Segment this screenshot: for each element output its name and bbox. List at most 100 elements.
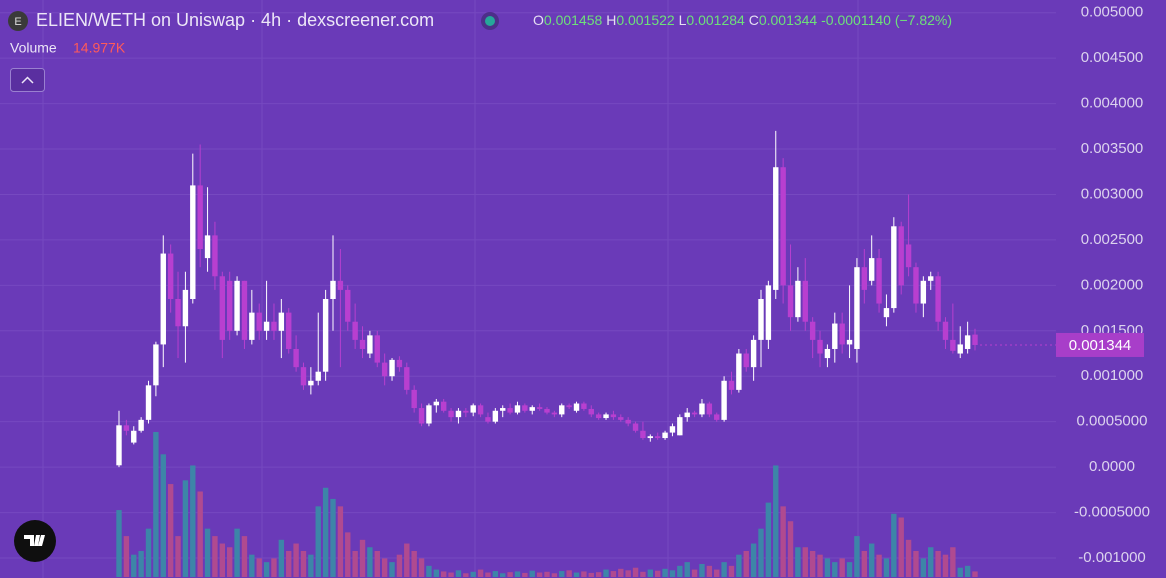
volume-title: Volume (10, 40, 57, 56)
candle-body (433, 401, 440, 406)
candle-body (536, 407, 543, 409)
candle-body (352, 321, 358, 340)
volume-bar (190, 465, 196, 577)
logo-mark (24, 535, 45, 546)
candle-body (286, 312, 292, 349)
candle-body (308, 380, 314, 386)
volume-bar (714, 569, 720, 577)
ohlc-value: 0.001284 (686, 12, 745, 28)
candle-body (654, 436, 661, 439)
volume-bar (271, 558, 277, 577)
candle-body (559, 405, 565, 415)
volume-bar (632, 567, 639, 577)
volume-bar (581, 571, 587, 577)
volume-bar (780, 506, 786, 577)
y-tick-label: -0.001000 (1078, 549, 1146, 566)
candle-body (787, 285, 794, 318)
ohlc-label: H (606, 12, 616, 28)
ohlc-label: L (679, 12, 687, 28)
volume-bar (322, 487, 329, 577)
candle-body (263, 321, 270, 331)
candle-body (780, 167, 786, 286)
candle-body (728, 380, 735, 390)
candle-body (817, 339, 823, 354)
volume-bar (315, 506, 321, 577)
candle-body (411, 389, 417, 409)
collapse-button[interactable] (10, 68, 45, 92)
candle-body (131, 430, 137, 443)
volume-bar (972, 571, 978, 577)
candle-body (241, 280, 248, 340)
volume-bar (175, 536, 181, 577)
candle-body (182, 289, 189, 327)
candle-body (714, 414, 720, 420)
candle-body (765, 285, 772, 340)
volume-bar (204, 528, 211, 577)
y-tick-label: 0.004000 (1081, 95, 1144, 112)
volume-bar (854, 536, 860, 577)
volume-bar (603, 569, 609, 577)
candle-body (773, 167, 779, 290)
y-tick-label: 0.005000 (1081, 4, 1144, 21)
candle-body (854, 267, 860, 349)
candle-body (957, 344, 963, 354)
collapse-button-box[interactable] (10, 68, 45, 92)
ohlc-legend: O0.001458 H0.001522 L0.001284 C0.001344 … (533, 12, 952, 28)
tradingview-logo[interactable] (14, 520, 56, 562)
volume-bar (123, 536, 130, 577)
volume-bar (654, 570, 661, 577)
volume-bar (345, 532, 351, 577)
candle-body (448, 410, 454, 418)
candle-body (846, 339, 853, 345)
volume-bar (905, 539, 912, 577)
volume-bar (234, 528, 240, 577)
candle-body (522, 405, 528, 411)
volume-bar (116, 510, 122, 577)
candle-body (928, 276, 934, 281)
volume-bar (138, 550, 144, 577)
volume-bar (721, 562, 727, 577)
volume-bar (928, 547, 934, 577)
y-tick-label: 0.003000 (1081, 185, 1144, 202)
volume-bar (389, 562, 395, 577)
candle-body (920, 280, 927, 304)
candle-body (551, 412, 558, 415)
volume-bar (219, 543, 226, 577)
candle-body (758, 298, 764, 340)
candle-body (359, 339, 366, 349)
ohlc-value: 0.001344 (759, 12, 818, 28)
volume-bar (787, 521, 794, 577)
volume-bar (404, 543, 410, 577)
volume-bar (868, 543, 875, 577)
volume-bar (950, 547, 956, 577)
volume-bar (802, 547, 808, 577)
volume-bar (920, 558, 927, 577)
volume-bar (610, 571, 617, 577)
candle-body (942, 321, 949, 340)
volume-bar (145, 528, 152, 577)
volume-bar (418, 558, 425, 577)
candle-body (477, 405, 484, 415)
last-price-label: 0.001344 (1069, 337, 1132, 354)
volume-bar (448, 572, 454, 577)
candle-body (374, 335, 380, 363)
volume-bar (544, 571, 550, 577)
candle-body (603, 414, 609, 419)
candle-body (160, 253, 166, 345)
token-logo (8, 11, 28, 31)
volume-bar (153, 432, 159, 577)
volume-bar (669, 570, 676, 577)
candle-body (839, 323, 845, 345)
volume-bar (131, 554, 137, 577)
candle-body (226, 280, 233, 331)
volume-bar (684, 562, 690, 577)
volume-bar (677, 565, 683, 577)
candle-body (315, 371, 321, 381)
volume-bar (640, 571, 646, 577)
candle-body (116, 425, 122, 466)
candle-body (809, 321, 816, 340)
volume-bar (374, 550, 380, 577)
y-tick-label: 0.003500 (1081, 140, 1144, 157)
volume-bar (588, 572, 594, 577)
